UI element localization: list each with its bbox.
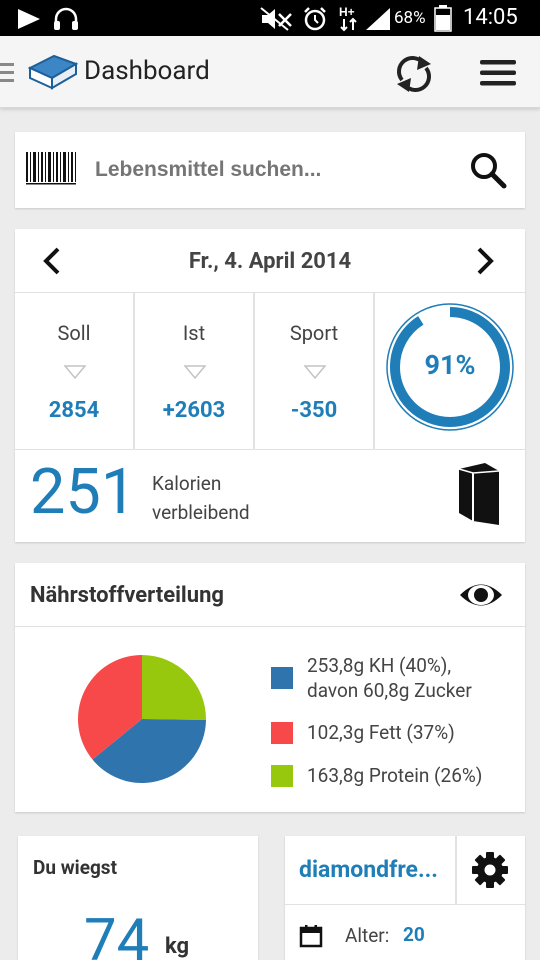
divider — [285, 904, 525, 905]
profile-card: diamondfre... Alter: 20 — [285, 836, 525, 960]
divider — [15, 626, 525, 627]
divider — [253, 293, 255, 449]
app-bar: Dashboard — [0, 36, 540, 108]
stat-label: Soll — [57, 321, 91, 345]
mute-icon — [260, 7, 292, 31]
page-title: Dashboard — [84, 56, 210, 86]
progress-ring-arc — [390, 307, 510, 427]
age-value: 20 — [403, 923, 425, 946]
divider — [15, 292, 525, 293]
legend-item-fat: 102,3g Fett (37%) — [307, 721, 455, 744]
dropdown-arrow-icon — [304, 365, 326, 379]
food-search-input[interactable] — [85, 144, 455, 196]
weight-card[interactable]: Du wiegst 74 kg — [18, 836, 258, 960]
drawer-indicator-icon[interactable] — [0, 63, 14, 83]
search-icon[interactable] — [469, 151, 507, 189]
weight-unit: kg — [165, 934, 190, 959]
legend-text: davon 60,8g Zucker — [307, 679, 472, 702]
date-label: Fr., 4. April 2014 — [188, 249, 352, 274]
stat-soll[interactable]: Soll 2854 — [15, 293, 133, 449]
divider — [15, 449, 525, 450]
legend-item-carbs: 253,8g KH (40%), davon 60,8g Zucker — [307, 653, 472, 703]
menu-icon[interactable] — [479, 60, 517, 86]
diary-book-icon[interactable] — [455, 463, 503, 527]
stat-sport[interactable]: Sport -350 — [255, 293, 373, 449]
weight-value: 74 — [84, 907, 150, 960]
battery-icon — [434, 5, 452, 32]
remaining-label: Kalorien verbleibend — [152, 469, 250, 527]
weight-title: Du wiegst — [33, 856, 117, 879]
divider — [133, 293, 135, 449]
next-day-icon[interactable] — [474, 246, 496, 276]
legend-swatch-fat — [271, 722, 293, 744]
dropdown-arrow-icon — [64, 365, 86, 379]
progress-ring-track — [386, 303, 514, 431]
divider — [373, 293, 375, 449]
pie-slice-carbs — [92, 719, 206, 783]
remaining-label-line: Kalorien — [152, 472, 222, 495]
username-link[interactable]: diamondfre... — [299, 856, 438, 883]
section-title: Nährstoffverteilung — [30, 583, 224, 608]
search-card — [15, 132, 525, 208]
stat-value: 2854 — [48, 398, 100, 423]
nutrients-card: Nährstoffverteilung 253,8g KH (40%), dav… — [15, 563, 525, 812]
eye-icon[interactable] — [458, 580, 504, 610]
alarm-icon — [304, 7, 326, 31]
play-icon — [18, 9, 40, 29]
book-logo-icon[interactable] — [28, 54, 78, 90]
sync-icon[interactable] — [393, 54, 435, 94]
hplus-data-icon: H+ — [339, 5, 357, 32]
pie-slice-protein — [142, 655, 206, 720]
legend-text: 253,8g KH (40%), — [307, 654, 452, 677]
stat-value: +2603 — [162, 398, 226, 423]
calendar-icon — [299, 925, 323, 948]
stat-ist[interactable]: Ist +2603 — [135, 293, 253, 449]
prev-day-icon[interactable] — [41, 246, 63, 276]
divider — [455, 836, 457, 904]
progress-ring — [386, 303, 514, 431]
status-time: 14:05 — [463, 5, 518, 30]
battery-percent: 68% — [394, 8, 426, 28]
svg-text:H+: H+ — [339, 5, 355, 19]
gear-icon[interactable] — [471, 851, 509, 889]
legend-swatch-carbs — [271, 667, 293, 689]
barcode-icon[interactable] — [25, 152, 77, 186]
calories-card: Fr., 4. April 2014 Soll 2854 Ist +2603 S… — [15, 229, 525, 542]
remaining-label-line: verbleibend — [152, 501, 250, 524]
legend-swatch-protein — [271, 765, 293, 787]
pie-slice-fat — [78, 655, 142, 760]
stat-label: Ist — [182, 321, 206, 345]
dropdown-arrow-icon — [184, 365, 206, 379]
nutrient-pie-chart — [78, 655, 206, 783]
remaining-calories: 251 — [30, 456, 137, 529]
signal-icon — [366, 8, 390, 30]
stat-value: -350 — [290, 398, 338, 423]
progress-percent: 91% — [424, 349, 476, 381]
status-bar: H+ 68% 14:05 — [0, 0, 540, 36]
legend-item-protein: 163,8g Protein (26%) — [307, 764, 483, 787]
stat-label: Sport — [289, 321, 339, 345]
age-label: Alter: — [345, 924, 390, 947]
headset-icon — [54, 7, 78, 30]
